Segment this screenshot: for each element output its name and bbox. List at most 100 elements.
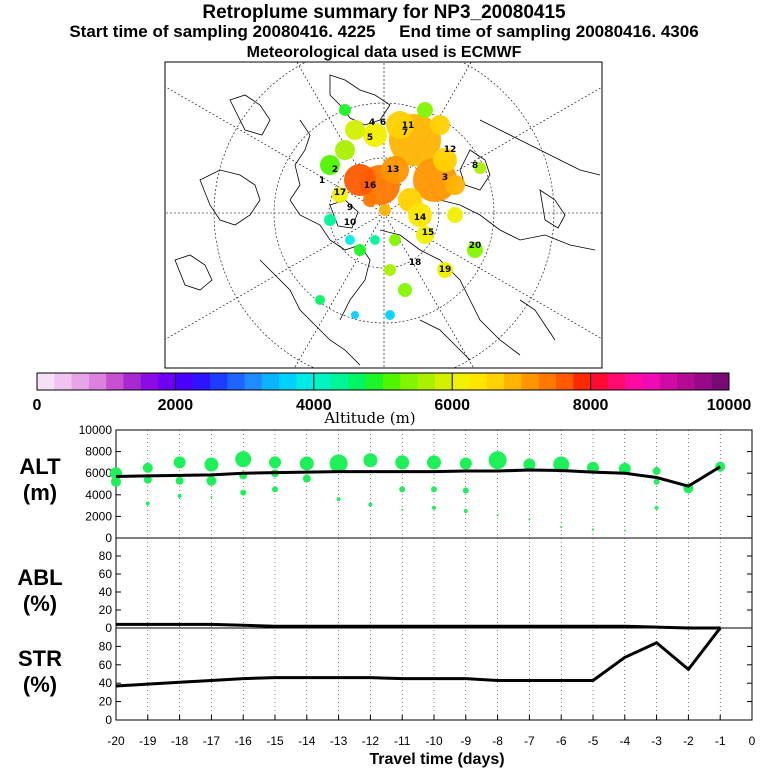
- alt-particle-dot: [177, 493, 182, 498]
- coastline: [289, 119, 371, 321]
- plume-day-label: 3: [442, 173, 448, 183]
- alt-particle-dot: [653, 478, 660, 485]
- alt-particle-dot: [142, 462, 153, 473]
- plume-blob: [416, 226, 434, 244]
- plume-blob: [433, 148, 457, 172]
- x-tick-label: -15: [266, 734, 284, 748]
- alt-particle-dot: [553, 456, 570, 473]
- plume-blob: [386, 111, 414, 139]
- x-tick-label: 0: [749, 734, 756, 748]
- plume-day-label: 5: [367, 133, 373, 143]
- alt-particle-dot: [235, 451, 252, 468]
- coastline: [259, 259, 361, 366]
- met-data-note: Meteorological data used is ECMWF: [246, 44, 522, 61]
- x-tick-label: -14: [298, 734, 316, 748]
- x-tick-label: -16: [235, 734, 253, 748]
- plume-blob: [370, 235, 380, 245]
- plume-day-label: 14: [414, 213, 427, 223]
- colorbar-cell: [590, 373, 609, 390]
- plume-blob: [354, 244, 366, 256]
- alt-particle-dot: [496, 514, 499, 517]
- alt-particle-dot: [145, 501, 150, 506]
- colorbar-cell: [140, 373, 159, 390]
- plume-blob: [437, 262, 453, 278]
- chart-title: Retroplume summary for NP3_20080415: [202, 2, 566, 23]
- plume-blob: [320, 155, 340, 175]
- alt-particle-dot: [204, 457, 219, 472]
- alt-particle-dot: [431, 486, 437, 493]
- x-tick-label: -8: [492, 734, 503, 748]
- colorbar-cell: [88, 373, 107, 390]
- alt-panel-unit: (m): [23, 480, 57, 505]
- colorbar-cell: [677, 373, 695, 390]
- plume-blob: [332, 187, 348, 203]
- colorbar-cell: [486, 373, 505, 390]
- plume-blob: [389, 234, 401, 246]
- colorbar-cell: [469, 373, 488, 390]
- alt-particle-dot: [240, 489, 247, 496]
- plume-day-label: 1: [319, 176, 325, 186]
- alt-particle-dot: [401, 508, 404, 511]
- abl-panel-unit: (%): [23, 591, 57, 616]
- colorbar-cell: [192, 373, 211, 390]
- alt-particle-dot: [654, 505, 659, 510]
- colorbar-tick-label: 8000: [573, 397, 609, 414]
- plume-day-label: 8: [472, 161, 478, 171]
- end-time: End time of sampling 20080416. 4306: [399, 22, 699, 41]
- x-tick-label: -6: [556, 734, 567, 748]
- x-tick-label: -7: [524, 734, 535, 748]
- plume-blob: [379, 204, 391, 216]
- plume-day-label: 18: [409, 258, 422, 268]
- colorbar: [36, 372, 730, 391]
- colorbar-cell: [348, 373, 367, 390]
- plume-blob: [430, 115, 450, 135]
- str-y-tick-label: 0: [105, 713, 112, 727]
- colorbar-tick-label: 6000: [434, 397, 470, 414]
- colorbar-cell: [296, 373, 315, 390]
- coastline: [199, 169, 261, 226]
- longitude-line: [165, 86, 385, 214]
- x-tick-label: -10: [425, 734, 443, 748]
- colorbar-cell: [37, 373, 55, 390]
- str-y-tick-label: 80: [99, 639, 113, 653]
- coastline: [419, 319, 471, 361]
- colorbar-cell: [54, 373, 73, 390]
- abl-line: [116, 622, 721, 630]
- alt-particle-dot: [272, 486, 278, 493]
- str-panel-unit: (%): [23, 672, 57, 697]
- alt-particle-dot: [432, 505, 436, 510]
- alt-particle-dot: [336, 497, 341, 502]
- colorbar-tick-label: 4000: [296, 397, 332, 414]
- colorbar-tick-labels: 0 2000 4000 6000 8000 10000: [33, 397, 752, 414]
- x-tick-label: -11: [394, 734, 411, 748]
- colorbar-cell: [694, 373, 713, 390]
- alt-particle-dot: [592, 528, 594, 531]
- x-axis-label: Travel time (days): [369, 751, 504, 768]
- coastline: [229, 94, 271, 136]
- x-tick-label: -17: [203, 734, 221, 748]
- alt-y-tick-label: 10000: [79, 423, 113, 437]
- x-tick-label: -19: [139, 734, 157, 748]
- alt-particle-dot: [302, 474, 311, 483]
- coastline: [329, 74, 391, 126]
- longitude-line: [383, 86, 602, 214]
- alt-particle-dot: [623, 529, 626, 532]
- plume-blob: [447, 207, 463, 223]
- plume-day-label: 2: [332, 165, 338, 175]
- colorbar-cell: [642, 373, 661, 390]
- plume-blob: [335, 140, 355, 160]
- plume-blob: [384, 264, 396, 276]
- plume-day-label: 7: [402, 128, 408, 138]
- x-tick-label: -18: [171, 734, 189, 748]
- abl-y-tick-label: 60: [99, 567, 113, 581]
- alt-y-tick-label: 8000: [85, 445, 112, 459]
- str-y-tick-label: 60: [99, 658, 113, 672]
- colorbar-cell: [279, 373, 297, 390]
- alt-particle-dot: [143, 475, 152, 484]
- plume-blob: [345, 120, 365, 140]
- colorbar-border: [36, 372, 730, 391]
- plume-blob: [315, 295, 325, 305]
- abl-y-tick-label: 20: [99, 603, 113, 617]
- abl-y-tick-label: 40: [99, 585, 113, 599]
